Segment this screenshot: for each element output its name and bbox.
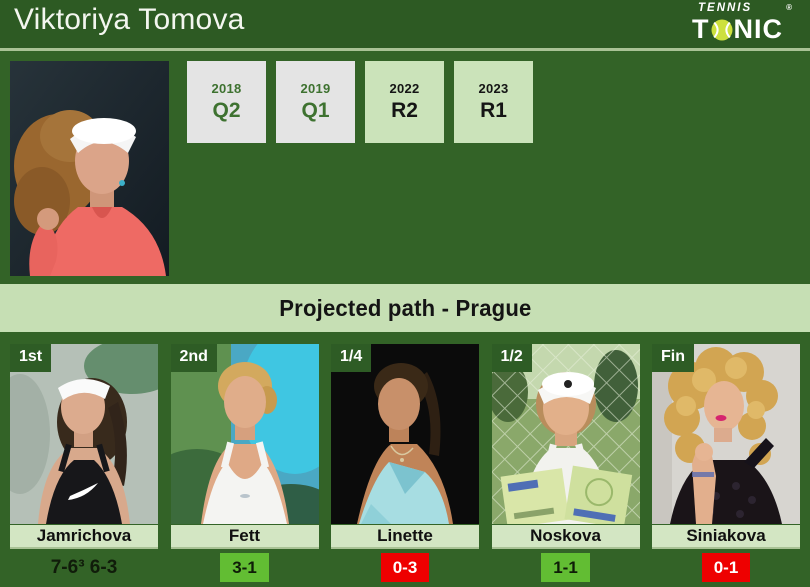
history-year: 2022 (389, 81, 420, 96)
opponent-photo-frame: Fin (652, 344, 800, 524)
history-year: 2023 (478, 81, 509, 96)
page-title: Viktoriya Tomova (14, 3, 245, 36)
player-summary-section: 2018 Q2 2019 Q1 2022 R2 2023 R1 (0, 51, 810, 284)
opponent-photo (170, 344, 319, 524)
brand-letter-t: T (692, 13, 710, 44)
brand-logo-tennis: TENNIS (698, 2, 753, 14)
opponent-photo (10, 344, 158, 524)
result-row: 3-1 (171, 552, 319, 583)
opponent-name: Fett (170, 525, 319, 549)
head-to-head-badge: 3-1 (220, 553, 269, 582)
registered-mark: ® (786, 3, 792, 12)
opponent-card: Fin Siniakova 0-1 (652, 344, 800, 583)
result-row: 0-1 (652, 552, 800, 583)
head-to-head-badge: 0-1 (701, 553, 751, 582)
section-title: Projected path - Prague (278, 294, 532, 321)
history-box-2018: 2018 Q2 (187, 61, 266, 143)
brand-logo-tonic: T NIC (692, 13, 784, 44)
history-box-2022: 2022 R2 (365, 61, 444, 143)
history-result: Q2 (212, 99, 241, 122)
history-result: Q1 (301, 99, 330, 122)
round-label: 2nd (170, 344, 217, 372)
section-band: Projected path - Prague (0, 284, 810, 332)
history-year: 2019 (300, 81, 331, 96)
opponent-card: 1/4 Linette 0-3 (331, 344, 479, 583)
opponent-photo-frame: 1st (10, 344, 158, 524)
result-score: 7-6³ 6-3 (50, 557, 118, 578)
result-row: 7-6³ 6-3 (10, 552, 158, 583)
history-boxes: 2018 Q2 2019 Q1 2022 R2 2023 R1 (187, 61, 533, 143)
opponent-photo (331, 344, 479, 524)
opponent-card: 1st Jamrichova 7-6³ 6-3 (10, 344, 158, 583)
opponent-name: Noskova (491, 525, 640, 549)
head-to-head-badge: 0-3 (380, 553, 430, 582)
opponent-photo-frame: 1/4 (331, 344, 479, 524)
opponent-card: 2nd Fett 3-1 (170, 344, 319, 583)
history-year: 2018 (211, 81, 242, 96)
round-label: 1/4 (331, 344, 372, 372)
opponent-photo-frame: 2nd (170, 344, 319, 524)
brand-logo: TENNIS T NIC ® (692, 2, 792, 44)
history-box-2019: 2019 Q1 (276, 61, 355, 143)
opponent-photo-frame: 1/2 (491, 344, 640, 524)
opponent-name: Siniakova (652, 525, 800, 549)
result-row: 1-1 (492, 552, 640, 583)
round-label: 1/2 (491, 344, 532, 372)
history-result: R1 (480, 99, 507, 122)
round-label: Fin (652, 344, 694, 372)
opponent-name: Jamrichova (10, 525, 158, 549)
opponent-card: 1/2 Noskova 1-1 (491, 344, 640, 583)
tennis-ball-icon (711, 19, 732, 41)
history-result: R2 (391, 99, 418, 122)
round-label: 1st (10, 344, 52, 372)
opponent-name: Linette (331, 525, 479, 549)
result-row: 0-3 (331, 552, 479, 583)
projected-path-cards: 1st Jamrichova 7-6³ 6-3 (0, 332, 810, 583)
brand-letters-nic: NIC (733, 13, 783, 44)
player-photo (10, 61, 169, 276)
opponent-photo (652, 344, 800, 524)
head-to-head-badge: 1-1 (541, 553, 590, 582)
history-box-2023: 2023 R1 (454, 61, 533, 143)
header-bar: Viktoriya Tomova TENNIS T NIC ® (0, 0, 810, 51)
opponent-photo (491, 344, 640, 524)
